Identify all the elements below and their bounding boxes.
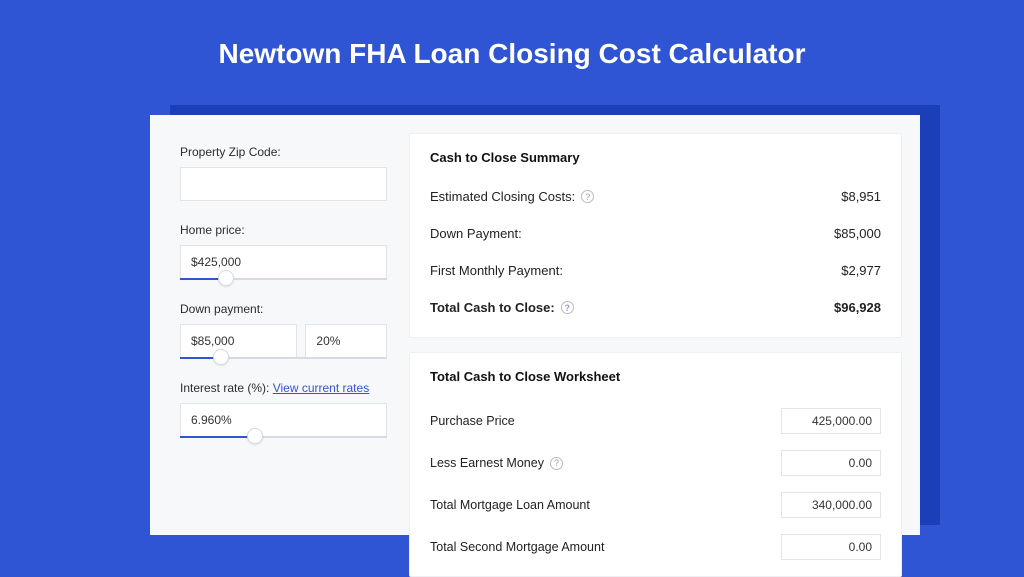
worksheet-label: Total Second Mortgage Amount <box>430 540 604 554</box>
worksheet-label: Purchase Price <box>430 414 515 428</box>
zip-label: Property Zip Code: <box>180 145 387 159</box>
summary-label: First Monthly Payment: <box>430 263 563 278</box>
summary-value: $85,000 <box>834 226 881 241</box>
summary-row-first-payment: First Monthly Payment: $2,977 <box>430 255 881 292</box>
interest-rate-field: Interest rate (%): View current rates <box>180 381 387 438</box>
inputs-column: Property Zip Code: Home price: Down paym… <box>150 115 405 535</box>
summary-row-down-payment: Down Payment: $85,000 <box>430 218 881 255</box>
summary-total-value: $96,928 <box>834 300 881 315</box>
help-icon[interactable]: ? <box>550 457 563 470</box>
summary-panel: Cash to Close Summary Estimated Closing … <box>409 133 902 338</box>
page-title: Newtown FHA Loan Closing Cost Calculator <box>0 0 1024 98</box>
down-payment-slider[interactable] <box>180 357 387 359</box>
worksheet-row-purchase-price: Purchase Price <box>430 400 881 442</box>
interest-rate-slider-wrap <box>180 403 387 438</box>
summary-heading: Cash to Close Summary <box>430 150 881 165</box>
interest-rate-label: Interest rate (%): View current rates <box>180 381 387 395</box>
worksheet-input[interactable] <box>781 450 881 476</box>
home-price-input[interactable] <box>180 245 387 279</box>
interest-rate-label-text: Interest rate (%): <box>180 381 273 395</box>
summary-value: $2,977 <box>841 263 881 278</box>
home-price-slider-thumb[interactable] <box>218 270 234 286</box>
interest-rate-slider-thumb[interactable] <box>247 428 263 444</box>
worksheet-input[interactable] <box>781 408 881 434</box>
worksheet-input[interactable] <box>781 492 881 518</box>
down-payment-slider-wrap <box>180 324 387 359</box>
help-icon[interactable]: ? <box>561 301 574 314</box>
interest-rate-input[interactable] <box>180 403 387 437</box>
help-icon[interactable]: ? <box>581 190 594 203</box>
summary-row-total: Total Cash to Close: ? $96,928 <box>430 292 881 329</box>
summary-label: Estimated Closing Costs: <box>430 189 575 204</box>
down-payment-field: Down payment: <box>180 302 387 359</box>
worksheet-label: Less Earnest Money <box>430 456 544 470</box>
down-payment-slider-thumb[interactable] <box>213 349 229 365</box>
interest-rate-slider[interactable] <box>180 436 387 438</box>
home-price-field: Home price: <box>180 223 387 280</box>
worksheet-row-earnest-money: Less Earnest Money ? <box>430 442 881 484</box>
home-price-label: Home price: <box>180 223 387 237</box>
home-price-slider[interactable] <box>180 278 387 280</box>
calculator-card: Property Zip Code: Home price: Down paym… <box>150 115 920 535</box>
zip-field: Property Zip Code: <box>180 145 387 201</box>
worksheet-heading: Total Cash to Close Worksheet <box>430 369 881 384</box>
worksheet-panel: Total Cash to Close Worksheet Purchase P… <box>409 352 902 577</box>
results-column: Cash to Close Summary Estimated Closing … <box>405 115 920 535</box>
worksheet-label: Total Mortgage Loan Amount <box>430 498 590 512</box>
view-rates-link[interactable]: View current rates <box>273 381 370 395</box>
worksheet-row-loan-amount: Total Mortgage Loan Amount <box>430 484 881 526</box>
summary-label: Down Payment: <box>430 226 522 241</box>
summary-total-label: Total Cash to Close: <box>430 300 555 315</box>
zip-input[interactable] <box>180 167 387 201</box>
worksheet-row-second-mortgage: Total Second Mortgage Amount <box>430 526 881 568</box>
summary-value: $8,951 <box>841 189 881 204</box>
summary-row-closing-costs: Estimated Closing Costs: ? $8,951 <box>430 181 881 218</box>
down-payment-amount-input[interactable] <box>180 324 297 358</box>
home-price-slider-wrap <box>180 245 387 280</box>
worksheet-input[interactable] <box>781 534 881 560</box>
down-payment-label: Down payment: <box>180 302 387 316</box>
down-payment-percent-input[interactable] <box>305 324 387 358</box>
